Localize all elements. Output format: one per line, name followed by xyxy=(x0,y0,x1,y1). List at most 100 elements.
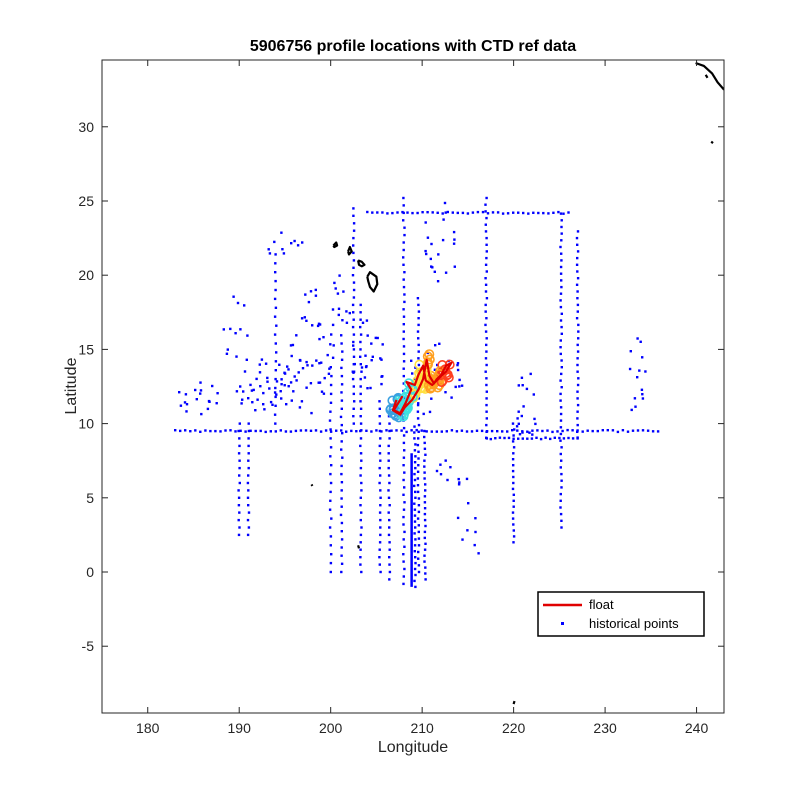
historical-point xyxy=(335,429,338,432)
historical-point xyxy=(559,399,562,402)
historical-point xyxy=(337,313,340,317)
historical-point xyxy=(446,478,449,482)
historical-point xyxy=(461,538,464,541)
historical-point xyxy=(342,290,345,293)
historical-point xyxy=(293,239,296,243)
historical-point xyxy=(549,437,552,441)
historical-point xyxy=(560,332,563,335)
historical-point xyxy=(424,221,427,224)
historical-point xyxy=(498,436,502,439)
historical-point xyxy=(387,511,390,514)
historical-point xyxy=(319,430,323,433)
historical-point xyxy=(474,530,477,534)
historical-point xyxy=(379,357,382,360)
historical-point xyxy=(539,437,543,441)
historical-point xyxy=(413,520,417,523)
historical-point xyxy=(266,376,269,380)
historical-point xyxy=(234,430,237,433)
historical-point xyxy=(329,472,332,476)
historical-point xyxy=(274,271,277,274)
historical-point xyxy=(485,270,488,273)
historical-point xyxy=(267,248,270,251)
historical-point xyxy=(517,410,520,413)
historical-point xyxy=(329,437,332,440)
historical-point xyxy=(517,437,520,440)
historical-point xyxy=(512,505,515,508)
historical-point xyxy=(378,563,381,566)
historical-point xyxy=(517,211,520,214)
historical-point xyxy=(634,405,637,408)
historical-point xyxy=(425,252,428,256)
historical-point xyxy=(333,281,336,285)
historical-point xyxy=(423,477,426,480)
historical-point xyxy=(352,318,355,321)
historical-point xyxy=(576,436,579,439)
historical-point xyxy=(417,303,420,307)
historical-point xyxy=(329,490,332,494)
historical-point xyxy=(353,400,356,403)
historical-point xyxy=(454,385,457,389)
historical-point xyxy=(402,374,405,378)
historical-point xyxy=(274,377,277,381)
historical-point xyxy=(423,435,426,439)
historical-point xyxy=(390,429,393,432)
historical-point xyxy=(517,422,520,425)
historical-point xyxy=(484,203,487,206)
historical-point xyxy=(403,226,406,229)
historical-point xyxy=(531,429,534,432)
historical-point xyxy=(360,429,363,432)
historical-point xyxy=(416,490,420,494)
historical-point xyxy=(431,211,434,214)
historical-point xyxy=(501,212,505,215)
historical-point xyxy=(243,370,247,373)
historical-point xyxy=(575,236,579,240)
historical-point xyxy=(387,496,391,499)
historical-point xyxy=(406,211,409,214)
historical-point xyxy=(238,459,241,462)
historical-point xyxy=(322,392,326,395)
historical-point xyxy=(185,403,189,406)
historical-point xyxy=(532,393,535,396)
historical-point xyxy=(402,330,405,333)
historical-point xyxy=(576,410,579,413)
historical-point xyxy=(388,481,391,485)
historical-point xyxy=(295,334,298,337)
historical-point xyxy=(559,245,562,249)
historical-point xyxy=(417,537,421,540)
historical-point xyxy=(388,556,391,559)
historical-point xyxy=(299,429,303,432)
historical-point xyxy=(274,422,277,425)
historical-point xyxy=(559,299,562,302)
historical-point xyxy=(430,397,433,400)
historical-point xyxy=(558,436,561,440)
historical-point xyxy=(260,358,264,361)
historical-point xyxy=(402,256,405,259)
historical-point xyxy=(387,489,390,492)
historical-point xyxy=(316,324,320,328)
historical-point xyxy=(199,381,202,384)
historical-point xyxy=(339,513,343,517)
historical-point xyxy=(378,481,381,485)
x-tick-label: 220 xyxy=(502,720,526,736)
historical-point xyxy=(438,342,441,345)
historical-point xyxy=(402,441,406,445)
historical-point xyxy=(513,428,516,431)
historical-point xyxy=(234,332,237,335)
historical-point xyxy=(529,372,532,376)
historical-point xyxy=(436,363,439,367)
historical-point xyxy=(457,477,460,481)
plot-area xyxy=(174,61,724,705)
historical-point xyxy=(403,293,406,296)
historical-point xyxy=(423,548,427,551)
historical-point xyxy=(576,350,580,353)
historical-point xyxy=(239,429,242,432)
historical-point xyxy=(237,452,241,455)
historical-point xyxy=(416,410,420,413)
historical-point xyxy=(388,518,391,522)
historical-point xyxy=(359,333,363,336)
historical-point xyxy=(402,337,405,341)
historical-point xyxy=(340,366,343,370)
historical-point xyxy=(388,563,391,566)
historical-point xyxy=(309,382,313,385)
